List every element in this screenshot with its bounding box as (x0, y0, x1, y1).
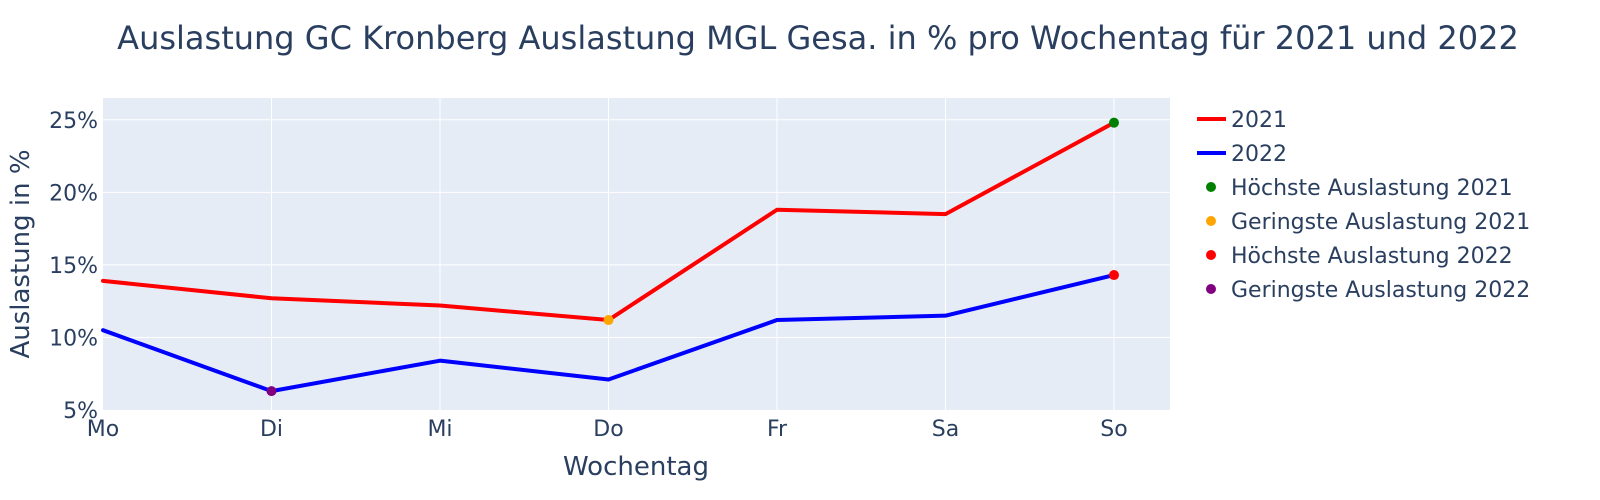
legend[interactable]: 2021 2022 Höchste Auslastung 2021 Geringste… (1197, 108, 1530, 303)
legend-label: 2021 (1231, 108, 1287, 133)
y-tick-label: 10% (49, 326, 98, 351)
y-tick-label: 25% (49, 109, 98, 134)
y-tick-label: 5% (63, 399, 98, 424)
legend-item[interactable]: Höchste Auslastung 2021 (1206, 176, 1513, 201)
legend-label: Geringste Auslastung 2021 (1231, 210, 1530, 235)
plot-area (103, 98, 1170, 410)
x-tick-label: Mi (427, 417, 452, 442)
marker-point (603, 315, 614, 326)
y-tick-label: 20% (49, 181, 98, 206)
marker-layer (266, 117, 1119, 397)
x-tick-label: Di (260, 417, 283, 442)
legend-marker-swatch (1206, 216, 1216, 226)
y-tick-label: 15% (49, 254, 98, 279)
legend-item[interactable]: 2022 (1197, 142, 1287, 167)
legend-marker-swatch (1206, 250, 1216, 260)
legend-item[interactable]: Höchste Auslastung 2022 (1206, 244, 1513, 269)
legend-marker-swatch (1206, 284, 1216, 294)
legend-label: 2022 (1231, 142, 1287, 167)
legend-marker-swatch (1206, 182, 1216, 192)
marker-point (1109, 270, 1119, 281)
x-tick-label: Fr (767, 417, 788, 442)
chart-title: Auslastung GC Kronberg Auslastung MGL Ge… (117, 19, 1519, 57)
x-tick-label: So (1100, 417, 1127, 442)
x-tick-labels: Mo Di Mi Do Fr Sa So (87, 417, 1128, 442)
x-tick-label: Do (593, 417, 623, 442)
legend-item[interactable]: 2021 (1197, 108, 1287, 133)
marker-point (266, 386, 277, 397)
legend-label: Höchste Auslastung 2021 (1231, 176, 1513, 201)
y-gridlines (103, 119, 1170, 338)
x-tick-label: Sa (932, 417, 959, 442)
legend-label: Höchste Auslastung 2022 (1231, 244, 1513, 269)
legend-item[interactable]: Geringste Auslastung 2021 (1206, 210, 1530, 235)
x-axis-title: Wochentag (563, 452, 709, 482)
legend-label: Geringste Auslastung 2022 (1231, 278, 1530, 303)
x-tick-label: Mo (87, 417, 119, 442)
y-axis-title: Auslastung in % (6, 149, 36, 358)
y-tick-labels: 5% 10% 15% 20% 25% (49, 109, 98, 424)
x-gridlines (271, 98, 1115, 410)
marker-point (1109, 117, 1119, 128)
legend-item[interactable]: Geringste Auslastung 2022 (1206, 278, 1530, 303)
